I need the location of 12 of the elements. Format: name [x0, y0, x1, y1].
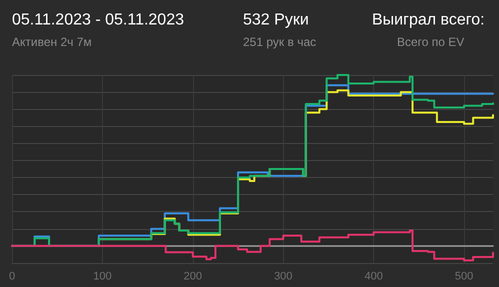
text: 251 рук в час [243, 35, 316, 49]
text: Активен 2ч 7м [12, 35, 92, 49]
x-tick-label: 300 [274, 270, 292, 282]
text: 05.11.2023 - 05.11.2023 [12, 12, 184, 28]
x-tick-label: 400 [364, 270, 383, 282]
text: 532 Руки [243, 12, 309, 28]
x-tick-label: 100 [93, 270, 112, 282]
x-tick-label: 500 [454, 270, 474, 282]
x-tick-label: 200 [184, 270, 202, 282]
text: Выиграл всего: [372, 12, 485, 28]
text: Всего по EV [397, 35, 464, 49]
x-tick-label: 0 [8, 270, 16, 282]
